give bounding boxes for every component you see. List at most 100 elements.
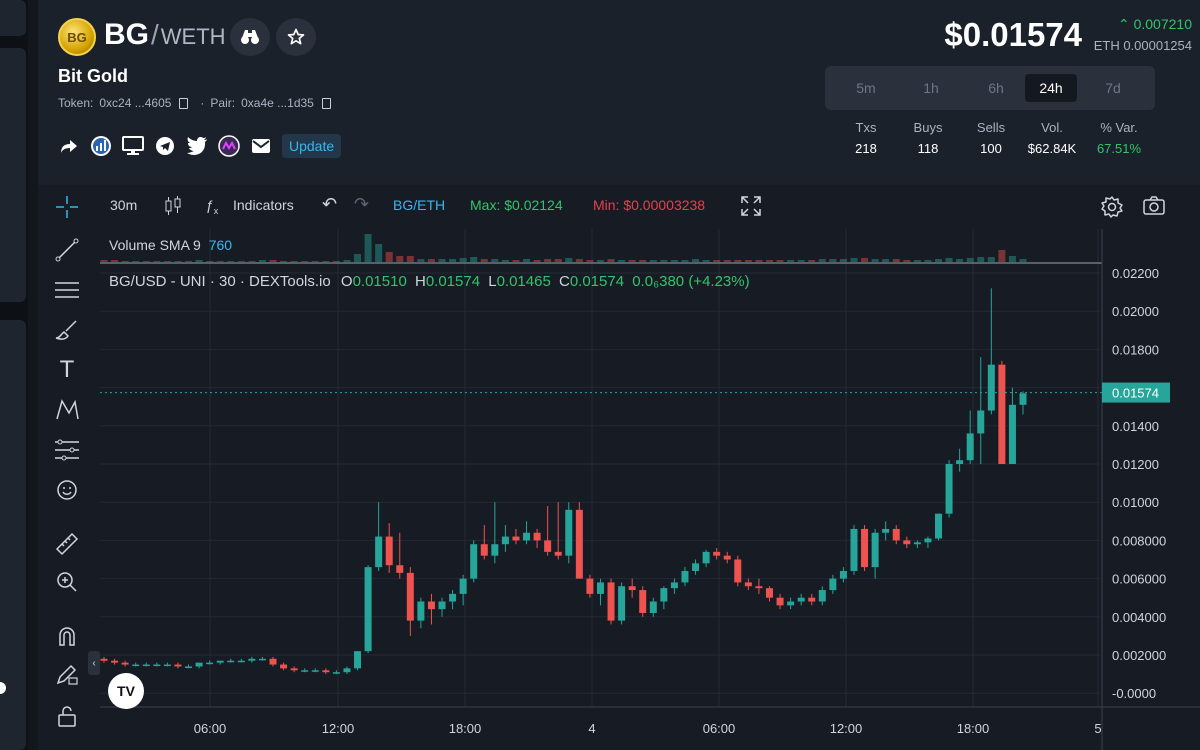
volume-bar xyxy=(185,261,193,262)
candle-body xyxy=(987,364,995,411)
volume-bar xyxy=(977,257,985,262)
volume-bar xyxy=(523,259,531,262)
candle-body xyxy=(396,565,404,573)
stat-value: $62.84K xyxy=(1027,141,1077,156)
volume-bar xyxy=(206,261,214,262)
candle-body xyxy=(681,570,689,583)
pair-header: BG BG/WETH Bit Gold Token: 0xc24 ...4605… xyxy=(38,0,1200,185)
candle-body xyxy=(491,544,499,556)
volume-bar xyxy=(375,244,383,262)
stat-buys: Buys 118 xyxy=(894,120,962,156)
volume-label: Volume SMA 9 xyxy=(109,237,201,253)
candle-body xyxy=(628,586,636,591)
last-price-badge xyxy=(1102,382,1170,403)
timeframe-6h[interactable]: 6h xyxy=(988,80,1004,96)
y-tick-label: 0.01400 xyxy=(1112,419,1159,434)
copy-icon[interactable] xyxy=(321,97,331,109)
pattern-icon[interactable] xyxy=(54,397,80,423)
ruler-icon[interactable] xyxy=(54,531,80,557)
lock-icon[interactable] xyxy=(54,703,80,729)
x-tick-label: 06:00 xyxy=(703,721,736,736)
redo-icon[interactable]: ↷ xyxy=(354,194,370,214)
last-price-label: 0.01574 xyxy=(1112,386,1159,401)
update-button[interactable]: Update xyxy=(282,134,342,158)
email-icon[interactable] xyxy=(250,135,272,157)
candle-body xyxy=(871,532,879,568)
share-icon[interactable] xyxy=(58,135,80,157)
volume-bar xyxy=(945,258,953,262)
volume-bar xyxy=(332,261,340,262)
telegram-icon[interactable] xyxy=(154,135,176,157)
interval-button[interactable]: 30m xyxy=(110,197,138,213)
side-panel-fragment xyxy=(0,48,26,302)
indicators-icon[interactable]: ƒx xyxy=(206,197,219,216)
stat-sells: Sells 100 xyxy=(962,120,1020,156)
settings-gear-icon[interactable] xyxy=(1100,195,1124,222)
emoji-icon[interactable] xyxy=(54,477,80,503)
pair-symbol: BG xyxy=(104,18,149,51)
volume-bar xyxy=(934,259,942,262)
tradingview-logo[interactable]: TV xyxy=(108,673,144,709)
favorite-button[interactable] xyxy=(276,18,316,56)
volume-bar xyxy=(132,261,140,262)
volume-bar xyxy=(280,261,288,262)
candle-type-icon[interactable] xyxy=(164,195,182,220)
pair-quote: WETH xyxy=(160,24,226,49)
volume-bar xyxy=(248,261,256,262)
indicators-button[interactable]: Indicators xyxy=(233,197,294,213)
volume-bar xyxy=(692,259,700,262)
candle-body xyxy=(132,664,140,667)
pair-switch-link[interactable]: BG/ETH xyxy=(393,197,446,213)
stat-var: % Var. 67.51% xyxy=(1084,120,1154,156)
candle-body xyxy=(512,536,520,541)
x-tick-label: 12:00 xyxy=(322,721,355,736)
stat-label: Sells xyxy=(976,120,1006,135)
candle-body xyxy=(882,528,890,533)
website-icon[interactable] xyxy=(122,135,144,157)
twitter-icon[interactable] xyxy=(186,135,208,157)
horizontal-lines-icon[interactable] xyxy=(54,277,80,303)
candle-body xyxy=(744,582,752,587)
social-links: Update xyxy=(58,134,342,158)
magnet-icon[interactable] xyxy=(54,623,80,649)
lock-drawing-icon[interactable] xyxy=(54,661,80,687)
text-tool-icon[interactable]: T xyxy=(59,356,75,383)
chart-site-icon[interactable] xyxy=(90,135,112,157)
dapp-icon[interactable] xyxy=(218,135,240,157)
timeframe-24h[interactable]: 24h xyxy=(1025,74,1077,102)
candle-body xyxy=(533,532,541,541)
candle-body xyxy=(195,662,203,667)
candle-body xyxy=(1019,393,1027,405)
prediction-icon[interactable] xyxy=(54,437,80,463)
candle-body xyxy=(153,664,161,667)
timeframe-1h[interactable]: 1h xyxy=(923,80,939,96)
candle-body xyxy=(121,662,129,665)
y-tick-label: 0.01800 xyxy=(1112,342,1159,357)
camera-icon[interactable] xyxy=(1142,195,1166,220)
trend-line-icon[interactable] xyxy=(54,237,80,263)
token-address: 0xc24 ...4605 xyxy=(99,96,172,110)
brush-icon[interactable] xyxy=(54,317,80,343)
zoom-in-icon[interactable] xyxy=(54,569,80,595)
price-chart[interactable]: 0.022000.020000.018000.016000.014000.012… xyxy=(38,229,1200,750)
candle-body xyxy=(850,528,858,571)
crosshair-icon[interactable] xyxy=(54,194,80,220)
volume-bar xyxy=(269,260,277,262)
pair-separator: / xyxy=(151,19,159,50)
collapse-toolbar-button[interactable]: ‹ xyxy=(88,651,100,675)
timeframe-7d[interactable]: 7d xyxy=(1105,80,1121,96)
pair-label: Pair: xyxy=(210,96,236,110)
fullscreen-icon[interactable] xyxy=(740,195,762,220)
y-tick-label: 0.02000 xyxy=(1112,304,1159,319)
binoculars-button[interactable] xyxy=(230,18,270,56)
y-tick-label: -0.0000 xyxy=(1112,686,1156,701)
volume-bar xyxy=(470,257,478,262)
stat-value: 218 xyxy=(855,141,877,156)
volume-bar xyxy=(480,259,488,262)
copy-icon[interactable] xyxy=(179,97,189,109)
timeframe-5m[interactable]: 5m xyxy=(856,80,876,96)
volume-bar xyxy=(850,258,858,262)
undo-icon[interactable]: ↶ xyxy=(322,194,338,214)
candle-body xyxy=(1008,404,1016,464)
volume-bar xyxy=(174,261,182,262)
